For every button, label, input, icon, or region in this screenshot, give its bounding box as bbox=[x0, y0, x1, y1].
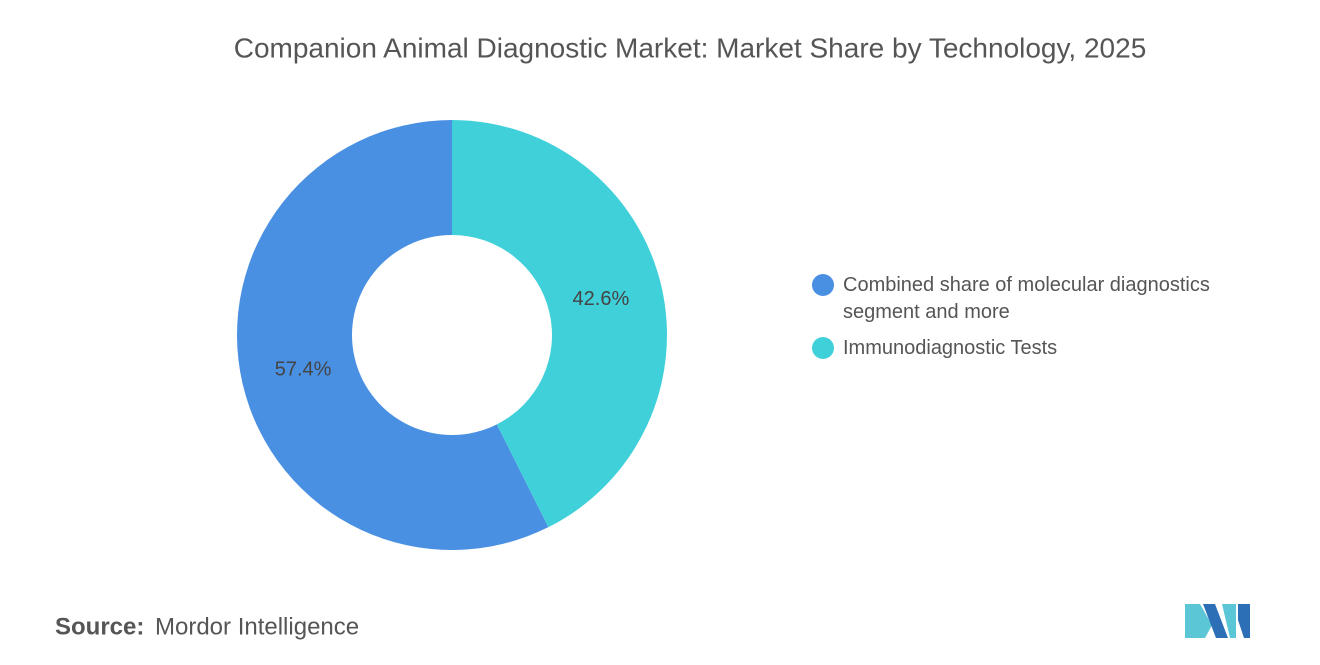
slices bbox=[236, 120, 667, 551]
data-label: 57.4% bbox=[275, 359, 332, 381]
source: Mordor Intelligence bbox=[155, 613, 359, 640]
legend-label: Immunodiagnostic Tests bbox=[843, 337, 1058, 359]
legend-swatch bbox=[812, 274, 834, 296]
data-label: 42.6% bbox=[573, 288, 630, 310]
chart-title: Companion Animal Diagnostic Market: Mark… bbox=[234, 32, 1147, 63]
legend-item: Combined share of molecular diagnostics … bbox=[812, 272, 1262, 326]
legend-item: Immunodiagnostic Tests bbox=[812, 335, 1262, 362]
source-label: Source: bbox=[55, 613, 144, 640]
legend-swatch bbox=[812, 337, 834, 359]
legend-label: Combined share of molecular diagnostics … bbox=[843, 274, 1210, 323]
logo bbox=[1185, 604, 1250, 638]
slice bbox=[452, 120, 667, 528]
slice bbox=[236, 120, 549, 551]
